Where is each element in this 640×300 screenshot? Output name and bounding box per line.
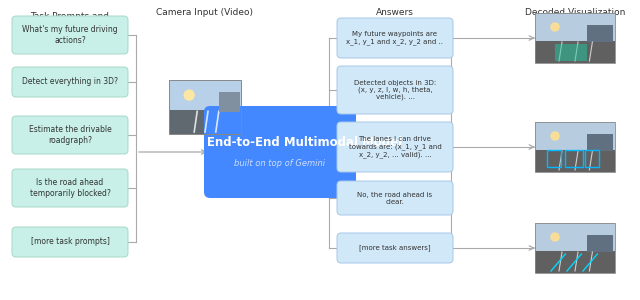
FancyBboxPatch shape xyxy=(555,44,587,61)
FancyBboxPatch shape xyxy=(12,169,128,207)
Circle shape xyxy=(551,132,559,140)
FancyBboxPatch shape xyxy=(12,16,128,54)
Text: Camera Input (Video): Camera Input (Video) xyxy=(157,8,253,17)
FancyBboxPatch shape xyxy=(337,66,453,114)
Text: Detect everything in 3D?: Detect everything in 3D? xyxy=(22,77,118,86)
FancyBboxPatch shape xyxy=(587,235,613,252)
Text: Is the road ahead
temporarily blocked?: Is the road ahead temporarily blocked? xyxy=(29,178,111,198)
FancyBboxPatch shape xyxy=(535,40,615,63)
FancyBboxPatch shape xyxy=(535,223,615,250)
Text: What's my future driving
actions?: What's my future driving actions? xyxy=(22,25,118,45)
FancyBboxPatch shape xyxy=(204,106,356,198)
FancyBboxPatch shape xyxy=(337,122,453,172)
FancyBboxPatch shape xyxy=(535,149,615,172)
FancyBboxPatch shape xyxy=(587,134,613,151)
FancyBboxPatch shape xyxy=(337,18,453,58)
FancyBboxPatch shape xyxy=(12,227,128,257)
Text: Task Prompts and
Context (not shown): Task Prompts and Context (not shown) xyxy=(24,12,116,32)
FancyBboxPatch shape xyxy=(535,122,615,149)
Circle shape xyxy=(551,23,559,31)
Text: The lanes I can drive
towards are: (x_1, y_1 and
x_2, y_2, ... valid). ...: The lanes I can drive towards are: (x_1,… xyxy=(349,136,442,158)
FancyBboxPatch shape xyxy=(535,13,615,40)
FancyBboxPatch shape xyxy=(220,92,239,112)
FancyBboxPatch shape xyxy=(169,80,241,110)
FancyBboxPatch shape xyxy=(337,233,453,263)
FancyBboxPatch shape xyxy=(169,110,241,134)
Circle shape xyxy=(184,90,194,100)
Text: [more task answers]: [more task answers] xyxy=(359,244,431,251)
Text: built on top of Gemini: built on top of Gemini xyxy=(234,160,326,169)
FancyBboxPatch shape xyxy=(12,116,128,154)
Text: EMMA: End-to-End Multimodal Model: EMMA: End-to-End Multimodal Model xyxy=(157,136,403,148)
Text: Decoded Visualization: Decoded Visualization xyxy=(525,8,625,17)
FancyBboxPatch shape xyxy=(12,67,128,97)
FancyBboxPatch shape xyxy=(587,25,613,42)
FancyBboxPatch shape xyxy=(535,250,615,273)
Text: My future waypoints are
x_1, y_1 and x_2, y_2 and ..: My future waypoints are x_1, y_1 and x_2… xyxy=(346,31,444,45)
Text: [more task prompts]: [more task prompts] xyxy=(31,238,109,247)
Text: Estimate the drivable
roadgraph?: Estimate the drivable roadgraph? xyxy=(29,125,111,145)
Text: Detected objects in 3D:
(x, y, z, l, w, h, theta,
vehicle). ...: Detected objects in 3D: (x, y, z, l, w, … xyxy=(354,80,436,100)
Circle shape xyxy=(551,233,559,241)
Text: No, the road ahead is
clear.: No, the road ahead is clear. xyxy=(357,191,433,205)
FancyBboxPatch shape xyxy=(337,181,453,215)
Text: Answers: Answers xyxy=(376,8,414,17)
